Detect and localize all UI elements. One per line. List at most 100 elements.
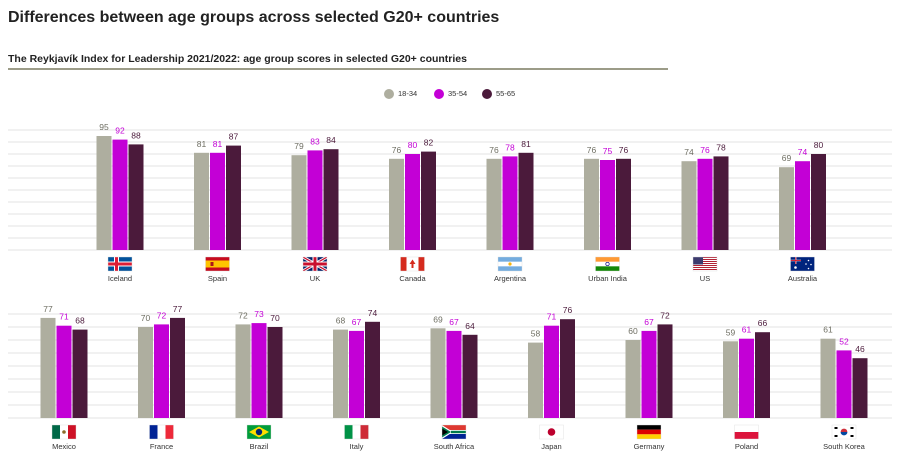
bar-spain-35-54 <box>210 152 225 250</box>
bar-group-us: 74 76 78 US <box>681 142 729 283</box>
bar-italy-35-54 <box>349 330 364 418</box>
country-label-iceland: Iceland <box>108 274 132 283</box>
page-title: Differences between age groups across se… <box>8 9 500 26</box>
bar-iceland-35-54 <box>112 139 128 250</box>
data-label-spain-55-65: 87 <box>229 132 239 142</box>
data-label-mexico-35-54: 71 <box>59 312 69 322</box>
data-label-argentina-55-65: 81 <box>521 139 531 149</box>
bar-spain-18-34 <box>194 152 209 250</box>
bar-urban-india-35-54 <box>600 160 615 250</box>
data-label-canada-18-34: 76 <box>392 145 402 155</box>
data-label-france-55-65: 77 <box>173 304 183 314</box>
bar-brazil-55-65 <box>267 327 283 418</box>
data-label-south-africa-18-34: 69 <box>433 314 443 324</box>
data-label-italy-55-65: 74 <box>368 308 378 318</box>
data-label-uk-55-65: 84 <box>326 135 336 145</box>
bar-group-south-africa: 69 67 64 South Africa <box>430 314 478 451</box>
data-label-argentina-35-54: 78 <box>505 142 515 152</box>
data-label-us-55-65: 78 <box>716 142 726 152</box>
bar-group-germany: 60 67 72 Germany <box>625 310 673 451</box>
data-label-japan-35-54: 71 <box>547 312 557 322</box>
data-label-australia-55-65: 80 <box>814 140 824 150</box>
bar-group-france: 70 72 77 France <box>138 304 185 451</box>
bar-us-18-34 <box>681 161 697 250</box>
bar-group-argentina: 76 78 81 Argentina <box>486 139 534 283</box>
data-label-south-korea-35-54: 52 <box>839 336 849 346</box>
country-label-mexico: Mexico <box>52 442 76 451</box>
bar-south-africa-35-54 <box>446 330 462 418</box>
bar-canada-18-34 <box>389 158 404 250</box>
bar-uk-55-65 <box>323 149 339 250</box>
data-label-germany-18-34: 60 <box>628 326 638 336</box>
data-label-brazil-18-34: 72 <box>238 310 248 320</box>
bar-iceland-18-34 <box>96 136 112 250</box>
bar-france-55-65 <box>170 317 185 418</box>
data-label-south-korea-18-34: 61 <box>823 325 833 335</box>
country-label-canada: Canada <box>399 274 426 283</box>
data-label-brazil-55-65: 70 <box>270 313 280 323</box>
bar-group-urban-india: 76 75 76 Urban India <box>584 145 631 283</box>
chart-panel-2: 77 71 68 Mexico 70 72 77 France 72 73 70 Brazil 68 67… <box>8 304 892 451</box>
bar-mexico-55-65 <box>72 329 88 418</box>
bar-argentina-35-54 <box>502 156 518 250</box>
country-label-australia: Australia <box>788 274 818 283</box>
legend-label-18-34: 18-34 <box>398 89 418 98</box>
data-label-france-35-54: 72 <box>157 310 167 320</box>
data-label-australia-35-54: 74 <box>798 147 808 157</box>
data-label-uk-35-54: 83 <box>310 136 320 146</box>
bar-canada-55-65 <box>421 151 436 250</box>
bar-group-uk: 79 83 84 UK <box>291 135 339 283</box>
country-label-france: France <box>150 442 173 451</box>
data-label-canada-55-65: 82 <box>424 138 434 148</box>
data-label-mexico-18-34: 77 <box>43 304 53 314</box>
data-label-iceland-18-34: 95 <box>99 122 109 132</box>
bar-france-18-34 <box>138 327 153 418</box>
bar-south-korea-55-65 <box>852 358 868 418</box>
data-label-spain-18-34: 81 <box>197 139 207 149</box>
bar-us-55-65 <box>713 156 729 250</box>
data-label-urban-india-55-65: 76 <box>619 145 629 155</box>
country-label-poland: Poland <box>735 442 758 451</box>
data-label-south-africa-35-54: 67 <box>449 317 459 327</box>
data-label-germany-55-65: 72 <box>660 310 670 320</box>
data-label-south-africa-55-65: 64 <box>465 321 475 331</box>
data-label-canada-35-54: 80 <box>408 140 418 150</box>
country-label-south-korea: South Korea <box>823 442 866 451</box>
bar-australia-35-54 <box>795 161 810 250</box>
bar-uk-35-54 <box>307 150 323 250</box>
data-label-japan-18-34: 58 <box>531 329 541 339</box>
bar-south-korea-35-54 <box>836 350 852 418</box>
bar-canada-35-54 <box>405 154 420 250</box>
bar-brazil-18-34 <box>235 324 251 418</box>
bar-australia-55-65 <box>811 154 826 250</box>
country-label-south-africa: South Africa <box>434 442 475 451</box>
bar-group-brazil: 72 73 70 Brazil <box>235 309 283 451</box>
bar-group-south-korea: 61 52 46 South Korea <box>820 325 868 451</box>
data-label-japan-55-65: 76 <box>563 305 573 315</box>
data-label-us-35-54: 76 <box>700 145 710 155</box>
data-label-uk-18-34: 79 <box>294 141 304 151</box>
bar-group-poland: 59 61 66 Poland <box>723 318 770 451</box>
legend-dot-35-54 <box>434 89 444 99</box>
bar-france-35-54 <box>154 324 169 418</box>
bar-group-italy: 68 67 74 Italy <box>333 308 380 451</box>
data-label-australia-18-34: 69 <box>782 153 792 163</box>
bar-south-africa-18-34 <box>430 328 446 418</box>
country-label-argentina: Argentina <box>494 274 527 283</box>
bar-uk-18-34 <box>291 155 307 250</box>
chart-subtitle: The Reykjavík Index for Leadership 2021/… <box>8 53 467 65</box>
bar-italy-55-65 <box>365 321 380 418</box>
data-label-argentina-18-34: 76 <box>489 145 499 155</box>
bar-poland-18-34 <box>723 341 738 418</box>
bar-group-canada: 76 80 82 Canada <box>389 138 436 283</box>
country-label-us: US <box>700 274 710 283</box>
data-label-mexico-55-65: 68 <box>75 316 85 326</box>
legend-dot-55-65 <box>482 89 492 99</box>
legend-label-55-65: 55-65 <box>496 89 516 98</box>
country-label-urban-india: Urban India <box>588 274 628 283</box>
bar-us-35-54 <box>697 158 713 250</box>
data-label-france-18-34: 70 <box>141 313 151 323</box>
bar-poland-55-65 <box>755 332 770 418</box>
bar-group-iceland: 95 92 88 Iceland <box>96 122 144 283</box>
chart-panel-1: 95 92 88 Iceland 81 81 87 Spain 79 83 84 UK 76 80 82 Ca… <box>8 122 892 283</box>
